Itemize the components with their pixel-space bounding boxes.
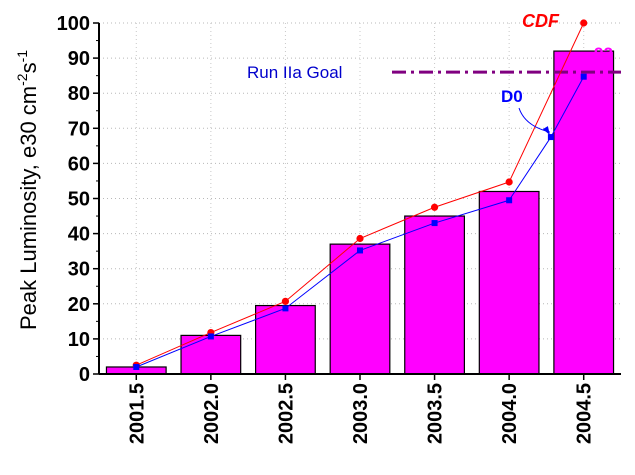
d0-label: D0 bbox=[501, 87, 523, 106]
point-d0 bbox=[431, 220, 438, 227]
x-tick-label: 2004.0 bbox=[499, 383, 521, 444]
y-tick-label: 30 bbox=[68, 259, 90, 281]
bar-top-label: 92 bbox=[594, 44, 613, 63]
bar bbox=[329, 243, 391, 375]
point-cdf bbox=[505, 178, 513, 186]
bar bbox=[255, 304, 316, 375]
point-d0 bbox=[547, 134, 554, 141]
bar bbox=[404, 215, 466, 375]
point-d0 bbox=[207, 333, 214, 340]
y-tick-label: 10 bbox=[68, 329, 90, 351]
point-cdf bbox=[430, 203, 439, 211]
point-d0 bbox=[282, 305, 289, 312]
y-tick-label: 80 bbox=[68, 83, 90, 105]
point-d0 bbox=[133, 363, 140, 370]
point-d0 bbox=[506, 197, 513, 204]
y-tick-label: 50 bbox=[68, 189, 90, 211]
cdf-label: CDF bbox=[522, 11, 560, 31]
y-tick-labels: 0 10 20 30 40 50 60 70 80 90 100 bbox=[57, 13, 90, 386]
x-tick-label: 2004.5 bbox=[574, 383, 596, 444]
point-cdf bbox=[356, 234, 364, 243]
point-d0 bbox=[580, 73, 587, 80]
y-axis-label: Peak Luminosity, e30 cm-2s-1 bbox=[14, 50, 41, 330]
bar bbox=[553, 50, 615, 375]
y-tick-label: 40 bbox=[68, 224, 90, 246]
series-lines bbox=[132, 19, 588, 370]
goal-label: Run IIa Goal bbox=[247, 63, 342, 82]
x-tick-label: 2001.5 bbox=[126, 383, 148, 444]
point-d0 bbox=[357, 247, 363, 254]
bars bbox=[105, 50, 615, 375]
x-tick-label: 2003.5 bbox=[425, 383, 447, 444]
axes bbox=[93, 22, 621, 380]
d0-arrowhead bbox=[542, 126, 550, 136]
series-line-d0 bbox=[136, 76, 585, 368]
point-cdf bbox=[281, 297, 290, 305]
y-tick-label: 20 bbox=[68, 294, 90, 316]
y-tick-label: 100 bbox=[57, 13, 90, 35]
y-tick-label: 60 bbox=[68, 153, 90, 175]
x-tick-label: 2002.0 bbox=[201, 383, 223, 444]
y-tick-label: 70 bbox=[68, 118, 90, 140]
bar bbox=[478, 190, 540, 375]
point-cdf bbox=[580, 19, 588, 27]
goal-line-group: Run IIa Goal bbox=[247, 63, 621, 82]
y-tick-label: 0 bbox=[79, 364, 90, 386]
x-tick-label: 2002.5 bbox=[275, 383, 297, 444]
x-tick-labels: 2001.5 2002.0 2002.5 2003.0 2003.5 2004.0 2004… bbox=[126, 383, 595, 444]
y-tick-label: 90 bbox=[68, 48, 90, 70]
annotations: CDF D0 92 bbox=[501, 11, 613, 136]
x-tick-label: 2003.0 bbox=[350, 383, 372, 444]
